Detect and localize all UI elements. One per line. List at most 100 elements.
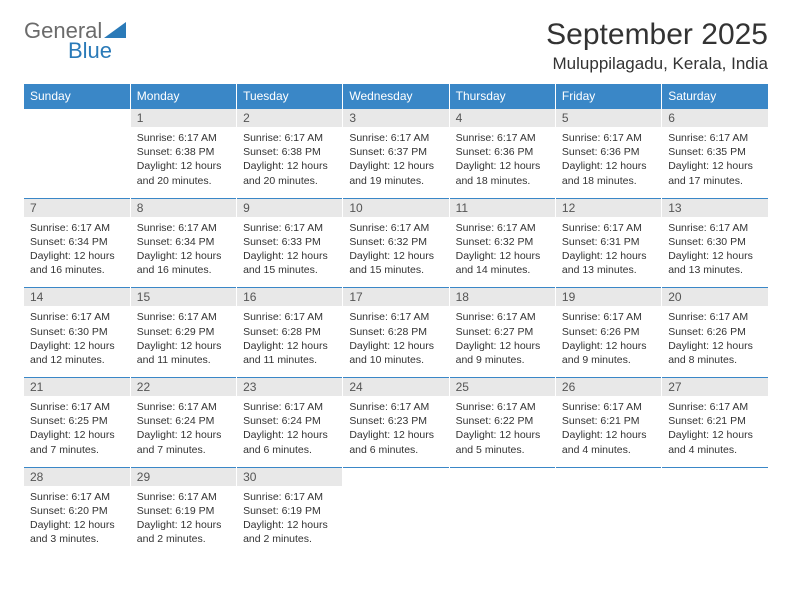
detail-line: Daylight: 12 hours: [137, 159, 230, 173]
day-number-cell: 4: [449, 109, 555, 128]
detail-line: Sunrise: 6:17 AM: [243, 310, 336, 324]
detail-line: Daylight: 12 hours: [243, 518, 336, 532]
detail-line: Sunrise: 6:17 AM: [137, 221, 230, 235]
day-number-cell: 2: [237, 109, 343, 128]
detail-line: Sunset: 6:21 PM: [562, 414, 655, 428]
day-detail-cell: Sunrise: 6:17 AMSunset: 6:34 PMDaylight:…: [24, 217, 130, 288]
detail-line: and 20 minutes.: [137, 174, 230, 188]
detail-line: and 9 minutes.: [456, 353, 549, 367]
detail-line: and 15 minutes.: [243, 263, 336, 277]
detail-line: Sunrise: 6:17 AM: [456, 221, 549, 235]
detail-line: Daylight: 12 hours: [137, 249, 230, 263]
calendar-table: Sunday Monday Tuesday Wednesday Thursday…: [24, 84, 768, 556]
day-detail-cell: Sunrise: 6:17 AMSunset: 6:19 PMDaylight:…: [237, 486, 343, 557]
detail-line: and 17 minutes.: [668, 174, 762, 188]
detail-line: Sunset: 6:28 PM: [349, 325, 442, 339]
detail-line: Sunrise: 6:17 AM: [456, 131, 549, 145]
day-number-cell: [24, 109, 130, 128]
detail-line: Sunset: 6:29 PM: [137, 325, 230, 339]
day-number-row: 282930: [24, 467, 768, 486]
detail-line: Sunset: 6:21 PM: [668, 414, 762, 428]
day-detail-cell: Sunrise: 6:17 AMSunset: 6:29 PMDaylight:…: [130, 306, 236, 377]
day-detail-cell: [662, 486, 768, 557]
header: General Blue September 2025 Muluppilagad…: [24, 18, 768, 74]
day-detail-cell: Sunrise: 6:17 AMSunset: 6:20 PMDaylight:…: [24, 486, 130, 557]
day-number-cell: 8: [130, 198, 236, 217]
detail-line: Daylight: 12 hours: [243, 159, 336, 173]
detail-line: Sunrise: 6:17 AM: [243, 490, 336, 504]
weekday-header: Friday: [555, 84, 661, 109]
detail-line: Sunset: 6:35 PM: [668, 145, 762, 159]
day-number-cell: 3: [343, 109, 449, 128]
detail-line: Sunset: 6:20 PM: [30, 504, 124, 518]
day-detail-row: Sunrise: 6:17 AM Sunset: 6:25 PM Daylight:…: [24, 396, 768, 467]
detail-line: Sunset: 6:31 PM: [562, 235, 655, 249]
detail-line: and 18 minutes.: [562, 174, 655, 188]
detail-line: Sunset: 6:27 PM: [456, 325, 549, 339]
detail-line: Sunset: 6:30 PM: [30, 325, 124, 339]
detail-line: Sunset: 6:25 PM: [30, 414, 124, 428]
day-number-cell: 1: [130, 109, 236, 128]
detail-line: and 19 minutes.: [349, 174, 442, 188]
detail-line: and 5 minutes.: [456, 443, 549, 457]
day-detail-cell: Sunrise: 6:17 AMSunset: 6:26 PMDaylight:…: [662, 306, 768, 377]
weekday-header: Sunday: [24, 84, 130, 109]
day-detail-cell: Sunrise: 6:17 AMSunset: 6:27 PMDaylight:…: [449, 306, 555, 377]
detail-line: Sunset: 6:24 PM: [243, 414, 336, 428]
detail-line: Sunrise: 6:17 AM: [30, 310, 124, 324]
title-block: September 2025 Muluppilagadu, Kerala, In…: [546, 18, 768, 74]
day-detail-cell: Sunrise: 6:17 AMSunset: 6:38 PMDaylight:…: [130, 127, 236, 198]
detail-line: Daylight: 12 hours: [668, 159, 762, 173]
day-detail-cell: Sunrise: 6:17 AMSunset: 6:31 PMDaylight:…: [555, 217, 661, 288]
weekday-header: Tuesday: [237, 84, 343, 109]
day-number-cell: 6: [662, 109, 768, 128]
detail-line: and 16 minutes.: [137, 263, 230, 277]
day-detail-cell: Sunrise: 6:17 AMSunset: 6:23 PMDaylight:…: [343, 396, 449, 467]
day-detail-cell: Sunrise: 6:17 AMSunset: 6:28 PMDaylight:…: [343, 306, 449, 377]
day-number-cell: 14: [24, 288, 130, 307]
day-detail-cell: Sunrise: 6:17 AMSunset: 6:24 PMDaylight:…: [237, 396, 343, 467]
weekday-header: Wednesday: [343, 84, 449, 109]
day-number-cell: 26: [555, 378, 661, 397]
day-detail-cell: Sunrise: 6:17 AMSunset: 6:25 PMDaylight:…: [24, 396, 130, 467]
detail-line: Sunrise: 6:17 AM: [562, 400, 655, 414]
detail-line: Sunrise: 6:17 AM: [243, 131, 336, 145]
day-detail-cell: Sunrise: 6:17 AMSunset: 6:22 PMDaylight:…: [449, 396, 555, 467]
detail-line: and 6 minutes.: [243, 443, 336, 457]
day-detail-cell: Sunrise: 6:17 AMSunset: 6:28 PMDaylight:…: [237, 306, 343, 377]
detail-line: and 16 minutes.: [30, 263, 124, 277]
detail-line: Daylight: 12 hours: [668, 339, 762, 353]
detail-line: Sunset: 6:34 PM: [30, 235, 124, 249]
detail-line: Sunrise: 6:17 AM: [243, 400, 336, 414]
day-number-cell: 10: [343, 198, 449, 217]
day-number-cell: 24: [343, 378, 449, 397]
month-title: September 2025: [546, 18, 768, 52]
detail-line: and 11 minutes.: [137, 353, 230, 367]
detail-line: Daylight: 12 hours: [562, 428, 655, 442]
weekday-header: Thursday: [449, 84, 555, 109]
detail-line: Sunset: 6:37 PM: [349, 145, 442, 159]
day-number-cell: 12: [555, 198, 661, 217]
detail-line: Sunset: 6:36 PM: [562, 145, 655, 159]
day-detail-cell: Sunrise: 6:17 AMSunset: 6:26 PMDaylight:…: [555, 306, 661, 377]
day-detail-cell: Sunrise: 6:17 AMSunset: 6:36 PMDaylight:…: [449, 127, 555, 198]
detail-line: Daylight: 12 hours: [562, 339, 655, 353]
detail-line: Daylight: 12 hours: [562, 159, 655, 173]
day-number-cell: 21: [24, 378, 130, 397]
day-number-cell: 22: [130, 378, 236, 397]
day-number-cell: 20: [662, 288, 768, 307]
day-detail-cell: [24, 127, 130, 198]
detail-line: Daylight: 12 hours: [30, 249, 124, 263]
detail-line: Sunset: 6:22 PM: [456, 414, 549, 428]
detail-line: and 14 minutes.: [456, 263, 549, 277]
detail-line: Sunrise: 6:17 AM: [349, 221, 442, 235]
detail-line: Sunrise: 6:17 AM: [137, 490, 230, 504]
detail-line: Sunrise: 6:17 AM: [456, 400, 549, 414]
detail-line: Daylight: 12 hours: [562, 249, 655, 263]
detail-line: Sunrise: 6:17 AM: [137, 131, 230, 145]
day-detail-cell: [343, 486, 449, 557]
detail-line: Sunset: 6:34 PM: [137, 235, 230, 249]
detail-line: Daylight: 12 hours: [668, 428, 762, 442]
detail-line: and 3 minutes.: [30, 532, 124, 546]
day-detail-row: Sunrise: 6:17 AMSunset: 6:38 PMDaylight:…: [24, 127, 768, 198]
